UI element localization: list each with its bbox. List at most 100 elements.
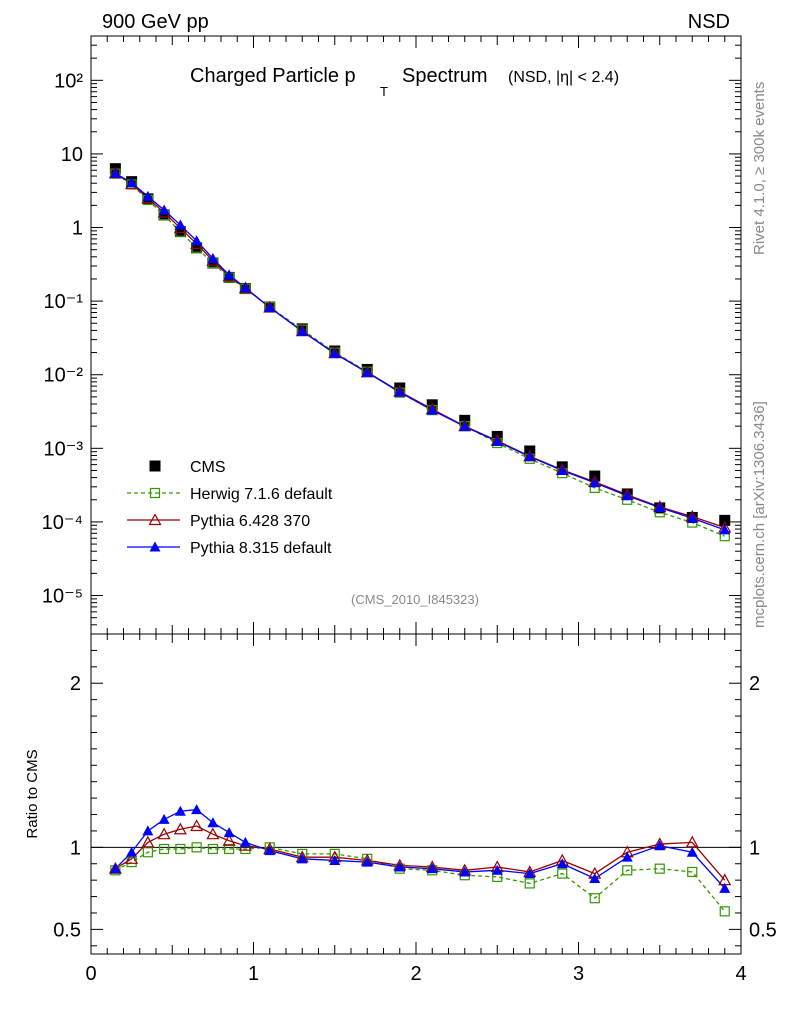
ratio-point-pythia-6-428-370 bbox=[190, 819, 204, 832]
ratio-point-pythia-8-315-default bbox=[329, 854, 341, 865]
ratio-point-herwig-7-1-6-default bbox=[142, 847, 153, 858]
main-point-pythia-8-315-default bbox=[686, 512, 698, 523]
main-point-pythia-8-315-default bbox=[459, 420, 471, 431]
main-point-pythia-8-315-default bbox=[491, 435, 503, 446]
ratio-point-pythia-8-315-default bbox=[654, 840, 666, 851]
ratio-line-herwig-7-1-6-default bbox=[115, 846, 726, 912]
ratio-point-herwig-7-1-6-default bbox=[175, 843, 186, 855]
main-point-pythia-8-315-default bbox=[239, 282, 251, 293]
ratio-point-pythia-6-428-370 bbox=[173, 822, 187, 835]
main-ytick-label: 10⁻³ bbox=[44, 438, 84, 460]
main-point-cms bbox=[174, 226, 186, 238]
ratio-series-group bbox=[108, 804, 732, 917]
ratio-axis-tick-labels: 0.5 0.5 1 1 2 2 bbox=[53, 673, 777, 941]
plot-title: Charged Particle p bbox=[190, 65, 356, 87]
main-ytick-label: 10⁻² bbox=[44, 365, 84, 387]
plot-title-suffix: (NSD, |η| < 2.4) bbox=[508, 69, 619, 86]
ratio-point-herwig-7-1-6-default bbox=[557, 868, 568, 879]
main-point-cms bbox=[158, 209, 170, 221]
legend-label-pythia-8-315-default: Pythia 8.315 default bbox=[190, 540, 332, 557]
main-point-pythia-8-315-default bbox=[174, 219, 186, 230]
main-ytick-label: 10⁻¹ bbox=[44, 291, 84, 313]
legend: CMS Herwig 7.1.6 default Pythia 6.428 370 P… bbox=[127, 459, 333, 557]
ratio-point-pythia-8-315-default bbox=[589, 873, 601, 884]
ratio-point-pythia-6-428-370 bbox=[222, 834, 236, 846]
main-line-herwig-7-1-6-default bbox=[115, 173, 726, 537]
ratio-point-pythia-8-315-default bbox=[621, 851, 633, 862]
plot-title-main: Charged Particle p bbox=[190, 65, 356, 87]
ratio-point-herwig-7-1-6-default bbox=[224, 843, 235, 855]
main-ytick-label: 10⁻⁴ bbox=[42, 512, 83, 534]
ratio-point-pythia-8-315-default bbox=[158, 813, 170, 824]
main-plot-frame bbox=[90, 35, 742, 635]
ratio-ytick-label: 0.5 bbox=[53, 919, 81, 941]
ratio-point-pythia-6-428-370 bbox=[157, 827, 171, 840]
ratio-point-pythia-8-315-default bbox=[524, 868, 536, 879]
ratio-point-pythia-8-315-default bbox=[686, 846, 698, 857]
main-point-cms bbox=[719, 514, 731, 526]
ratio-point-pythia-8-315-default bbox=[174, 805, 186, 816]
main-point-pythia-8-315-default bbox=[621, 490, 633, 501]
main-ytick-label: 10⁻⁵ bbox=[42, 586, 83, 608]
ratio-point-pythia-8-315-default bbox=[264, 845, 276, 856]
ratio-point-pythia-8-315-default bbox=[491, 864, 503, 875]
x-axis-tick-labels: 0 1 2 3 4 bbox=[85, 963, 746, 985]
main-point-pythia-8-315-default bbox=[654, 501, 666, 512]
ratio-point-herwig-7-1-6-default bbox=[719, 906, 730, 917]
legend-marker-cms bbox=[149, 460, 161, 472]
main-point-pythia-8-315-default bbox=[142, 190, 154, 201]
main-point-pythia-8-315-default bbox=[556, 464, 568, 475]
header-left: 900 GeV pp bbox=[102, 11, 209, 33]
ratio-point-pythia-8-315-default bbox=[556, 858, 568, 869]
analysis-tag: (CMS_2010_I845323) bbox=[351, 592, 479, 607]
x-tick-label: 0 bbox=[85, 963, 96, 985]
ratio-point-pythia-8-315-default bbox=[239, 836, 251, 847]
legend-marker-pythia-6-428-370 bbox=[148, 513, 162, 526]
ratio-ytick-label: 2 bbox=[70, 673, 81, 695]
main-ytick-label: 10² bbox=[54, 70, 83, 92]
ratio-ytick-label-right: 2 bbox=[749, 673, 760, 695]
ratio-point-herwig-7-1-6-default bbox=[687, 866, 698, 878]
main-point-pythia-8-315-default bbox=[361, 367, 373, 378]
ratio-ytick-label: 1 bbox=[70, 837, 81, 859]
ratio-ytick-label-right: 1 bbox=[749, 837, 760, 859]
x-tick-label: 2 bbox=[410, 963, 421, 985]
ratio-point-pythia-8-315-default bbox=[426, 863, 438, 874]
main-series-group bbox=[108, 163, 732, 542]
ratio-point-herwig-7-1-6-default bbox=[191, 842, 202, 853]
ratio-ytick-label-right: 0.5 bbox=[749, 919, 777, 941]
ratio-point-pythia-8-315-default bbox=[361, 856, 373, 867]
main-axis-ticks bbox=[90, 35, 742, 635]
mcplots-label: mcplots.cern.ch [arXiv:1306.3436] bbox=[751, 401, 768, 628]
rivet-label: Rivet 4.1.0, ≥ 300k events bbox=[751, 82, 768, 255]
main-ytick-label: 10 bbox=[61, 144, 83, 166]
ratio-plot-frame bbox=[90, 633, 742, 955]
ratio-point-pythia-8-315-default bbox=[459, 866, 471, 877]
ratio-line-pythia-8-315-default bbox=[114, 808, 726, 889]
legend-marker-pythia-8-315-default bbox=[149, 541, 161, 552]
legend-label-cms: CMS bbox=[190, 459, 226, 476]
main-point-pythia-8-315-default bbox=[296, 325, 308, 336]
ratio-point-pythia-6-428-370 bbox=[206, 827, 220, 840]
legend-label-pythia-6-428-370: Pythia 6.428 370 bbox=[190, 513, 310, 530]
ratio-point-pythia-6-428-370 bbox=[141, 835, 155, 848]
main-line-pythia-8-315-default bbox=[115, 172, 725, 531]
ratio-point-herwig-7-1-6-default bbox=[159, 843, 170, 855]
x-tick-label: 3 bbox=[573, 963, 584, 985]
legend-marker-herwig-7-1-6-default bbox=[149, 487, 161, 499]
x-tick-label: 1 bbox=[248, 963, 259, 985]
main-point-pythia-8-315-default bbox=[394, 386, 406, 397]
main-ytick-label: 1 bbox=[72, 218, 83, 240]
main-point-pythia-8-315-default bbox=[589, 477, 601, 488]
main-point-pythia-8-315-default bbox=[264, 301, 276, 312]
ratio-point-pythia-8-315-default bbox=[296, 853, 308, 864]
main-point-cms bbox=[207, 257, 219, 269]
plot-title-spectrum: Spectrum bbox=[402, 65, 488, 87]
main-point-pythia-8-315-default bbox=[524, 451, 536, 462]
ratio-point-pythia-8-315-default bbox=[126, 846, 138, 857]
main-point-pythia-8-315-default bbox=[191, 235, 203, 246]
ratio-point-herwig-7-1-6-default bbox=[589, 893, 600, 904]
ratio-point-herwig-7-1-6-default bbox=[524, 878, 535, 889]
main-point-pythia-8-315-default bbox=[223, 269, 235, 280]
